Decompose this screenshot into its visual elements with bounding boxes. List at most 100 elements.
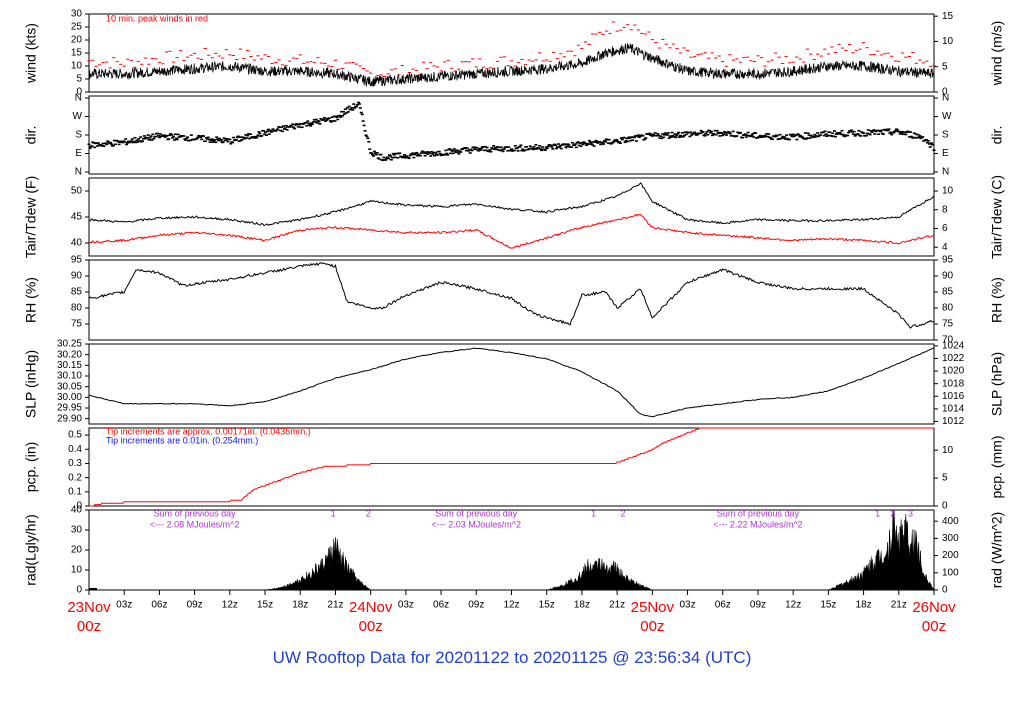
dir-point bbox=[446, 154, 450, 156]
dir-point bbox=[787, 138, 791, 141]
dir-point bbox=[911, 137, 915, 139]
dir-point bbox=[292, 126, 296, 129]
dir-point bbox=[804, 138, 808, 140]
dir-point bbox=[408, 154, 412, 157]
dir-point bbox=[495, 146, 499, 148]
dir-point bbox=[186, 136, 190, 138]
dir-point bbox=[769, 136, 773, 139]
dir-point bbox=[648, 134, 652, 136]
dir-point bbox=[803, 132, 807, 134]
dir-point bbox=[525, 145, 529, 148]
dir-point bbox=[677, 131, 681, 134]
dir-point bbox=[432, 151, 436, 154]
dir-point bbox=[414, 152, 418, 155]
dir-point bbox=[624, 139, 628, 142]
dir-left-axis-label: dir. bbox=[23, 126, 39, 145]
dir-point bbox=[478, 147, 482, 150]
dir-point bbox=[833, 135, 837, 138]
dir-point bbox=[580, 141, 584, 144]
dir-point bbox=[207, 138, 211, 141]
dir-point bbox=[445, 152, 449, 155]
dir-point bbox=[393, 156, 397, 159]
dir-point bbox=[701, 131, 705, 133]
dir-point bbox=[243, 137, 247, 140]
rad-marker-label: 2 bbox=[366, 508, 371, 518]
dir-point bbox=[455, 149, 459, 152]
x-day-label: 25Nov bbox=[631, 599, 675, 616]
dir-point bbox=[724, 132, 728, 134]
dir-point bbox=[175, 138, 179, 141]
dir-point bbox=[101, 142, 105, 145]
dir-point bbox=[801, 136, 805, 139]
dir-point bbox=[722, 133, 726, 136]
dir-point bbox=[789, 134, 793, 137]
dir-point bbox=[109, 141, 113, 144]
dir-point bbox=[630, 136, 634, 138]
dir-point bbox=[899, 132, 903, 134]
dir-point bbox=[693, 131, 697, 134]
rh-right-tick-label: 75 bbox=[942, 319, 954, 330]
rad-right-tick-label: 0 bbox=[942, 585, 948, 596]
slp-right-tick-label: 1014 bbox=[942, 404, 965, 415]
wind-left-tick-label: 15 bbox=[71, 48, 83, 59]
dir-point bbox=[540, 146, 544, 148]
dir-point bbox=[217, 139, 221, 142]
dir-point bbox=[240, 138, 244, 141]
dir-point bbox=[786, 137, 790, 140]
dir-point bbox=[926, 139, 930, 142]
dir-point bbox=[329, 121, 333, 123]
dir-point bbox=[764, 135, 768, 138]
slp-right-tick-label: 1012 bbox=[942, 416, 965, 427]
dir-point bbox=[531, 148, 535, 151]
dir-point bbox=[121, 141, 125, 144]
dir-point bbox=[625, 137, 629, 140]
dir-point bbox=[284, 124, 288, 127]
dir-point bbox=[718, 135, 722, 137]
dir-point bbox=[582, 141, 586, 143]
dir-point bbox=[901, 133, 905, 136]
dir-point bbox=[714, 133, 718, 136]
dir-point bbox=[545, 147, 549, 150]
dir-point bbox=[841, 133, 845, 136]
dir-point bbox=[649, 133, 653, 136]
dir-point bbox=[505, 146, 509, 148]
dir-point bbox=[306, 120, 310, 122]
dir-point bbox=[483, 145, 487, 148]
slp-left-tick-label: 30.10 bbox=[57, 371, 82, 382]
dir-point bbox=[162, 134, 166, 136]
dir-point bbox=[371, 155, 375, 157]
wind-left-tick-label: 25 bbox=[71, 22, 83, 33]
dir-point bbox=[146, 134, 150, 136]
dir-point bbox=[917, 136, 921, 138]
rad-marker-label: 2 bbox=[890, 508, 895, 518]
dir-point bbox=[429, 155, 433, 157]
dir-point bbox=[773, 135, 777, 138]
dir-point bbox=[156, 132, 160, 135]
dir-point bbox=[336, 118, 340, 121]
dir-point bbox=[592, 145, 596, 147]
dir-point bbox=[236, 135, 240, 138]
dir-point bbox=[903, 131, 907, 134]
dir-point bbox=[528, 145, 532, 147]
dir-point bbox=[458, 150, 462, 152]
dir-point bbox=[519, 144, 523, 146]
dir-point bbox=[634, 140, 638, 142]
x-tick-label: 03z bbox=[398, 600, 414, 611]
dir-point bbox=[750, 134, 754, 137]
slp-left-axis-label: SLP (inHg) bbox=[23, 350, 39, 418]
dir-point bbox=[570, 146, 574, 148]
slp-left-tick-label: 30.05 bbox=[57, 381, 82, 392]
x-tick-label: 09z bbox=[187, 600, 203, 611]
dir-point bbox=[463, 147, 467, 149]
dir-point bbox=[237, 140, 241, 142]
wind-right-tick-label: 5 bbox=[942, 61, 948, 72]
dir-point bbox=[834, 133, 838, 136]
x-day-hour-label: 00z bbox=[640, 618, 664, 635]
dir-point bbox=[263, 133, 267, 136]
rh-right-tick-label: 85 bbox=[942, 287, 954, 298]
dir-point bbox=[916, 133, 920, 136]
dir-point bbox=[115, 139, 119, 142]
dir-point bbox=[666, 132, 670, 134]
dir-point bbox=[928, 146, 932, 148]
